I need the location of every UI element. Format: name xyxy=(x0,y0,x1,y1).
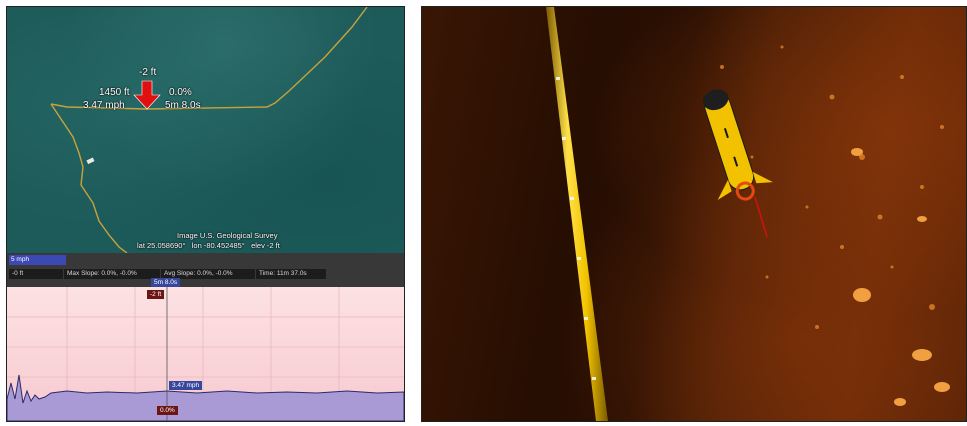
sonar-scene xyxy=(546,7,950,421)
boat-icon xyxy=(86,157,95,165)
elev-label: elev xyxy=(251,241,265,250)
map-overlay xyxy=(50,7,368,253)
grade-tag: 0.0% xyxy=(157,406,178,415)
gps-track xyxy=(50,7,368,110)
speed-chip: 5 mph xyxy=(9,255,66,265)
auv-icon xyxy=(702,89,773,201)
stats-bar: 5 mph -0 ft Max Slope: 0.0%, -0.0% Avg S… xyxy=(7,253,404,287)
lon-label: lon xyxy=(191,241,202,250)
stat-max-slope: Max Slope: 0.0%, -0.0% xyxy=(64,269,160,279)
imagery-credit: Image U.S. Geological Survey xyxy=(177,231,278,240)
stat-min-elevation: -0 ft xyxy=(9,269,63,279)
elev-value: -2 ft xyxy=(266,241,280,250)
lon-value: -80.452485° xyxy=(203,241,245,250)
seafloor-speckle xyxy=(720,45,944,329)
distance-label: 1450 ft xyxy=(99,87,130,98)
coordinates-readout: lat 25.058690° lon -80.452485° elev -2 f… xyxy=(137,241,280,250)
speed-tag: 3.47 mph xyxy=(169,381,203,390)
cable-line xyxy=(546,7,608,421)
stat-avg-slope: Avg Slope: 0.0%, -0.0% xyxy=(161,269,255,279)
sonar-view[interactable] xyxy=(421,6,967,422)
seafloor-rocks xyxy=(851,148,950,406)
elevation-profile[interactable]: 5m 8.0s -2 ft 3.47 mph 0.0% xyxy=(7,278,404,421)
stat-time: Time: 11m 37.0s xyxy=(256,269,326,279)
position-arrow-icon xyxy=(133,80,161,110)
speed-label: 3.47 mph xyxy=(83,100,125,111)
profile-area xyxy=(7,374,404,421)
time-label: 5m 8.0s xyxy=(165,100,201,111)
time-tag: 5m 8.0s xyxy=(151,278,181,287)
gps-track-branch xyxy=(50,103,128,253)
lat-value: 25.058690° xyxy=(147,241,186,250)
profile-chart xyxy=(7,287,404,421)
auv-heading-line xyxy=(754,196,768,238)
elevation-track-panel: -2 ft 1450 ft 0.0% 3.47 mph 5m 8.0s Imag… xyxy=(6,6,405,422)
grade-label: 0.0% xyxy=(169,87,192,98)
depth-tag: -2 ft xyxy=(147,290,165,299)
lat-label: lat xyxy=(137,241,145,250)
satellite-map[interactable]: -2 ft 1450 ft 0.0% 3.47 mph 5m 8.0s Imag… xyxy=(7,7,404,253)
depth-label: -2 ft xyxy=(139,67,157,78)
